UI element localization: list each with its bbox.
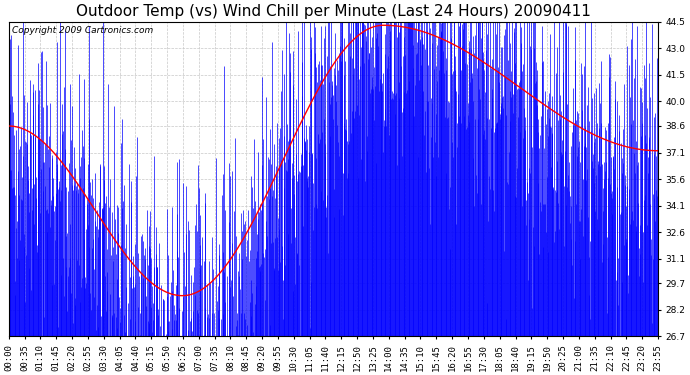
Title: Outdoor Temp (vs) Wind Chill per Minute (Last 24 Hours) 20090411: Outdoor Temp (vs) Wind Chill per Minute …	[76, 4, 591, 19]
Text: Copyright 2009 Cartronics.com: Copyright 2009 Cartronics.com	[12, 27, 153, 36]
